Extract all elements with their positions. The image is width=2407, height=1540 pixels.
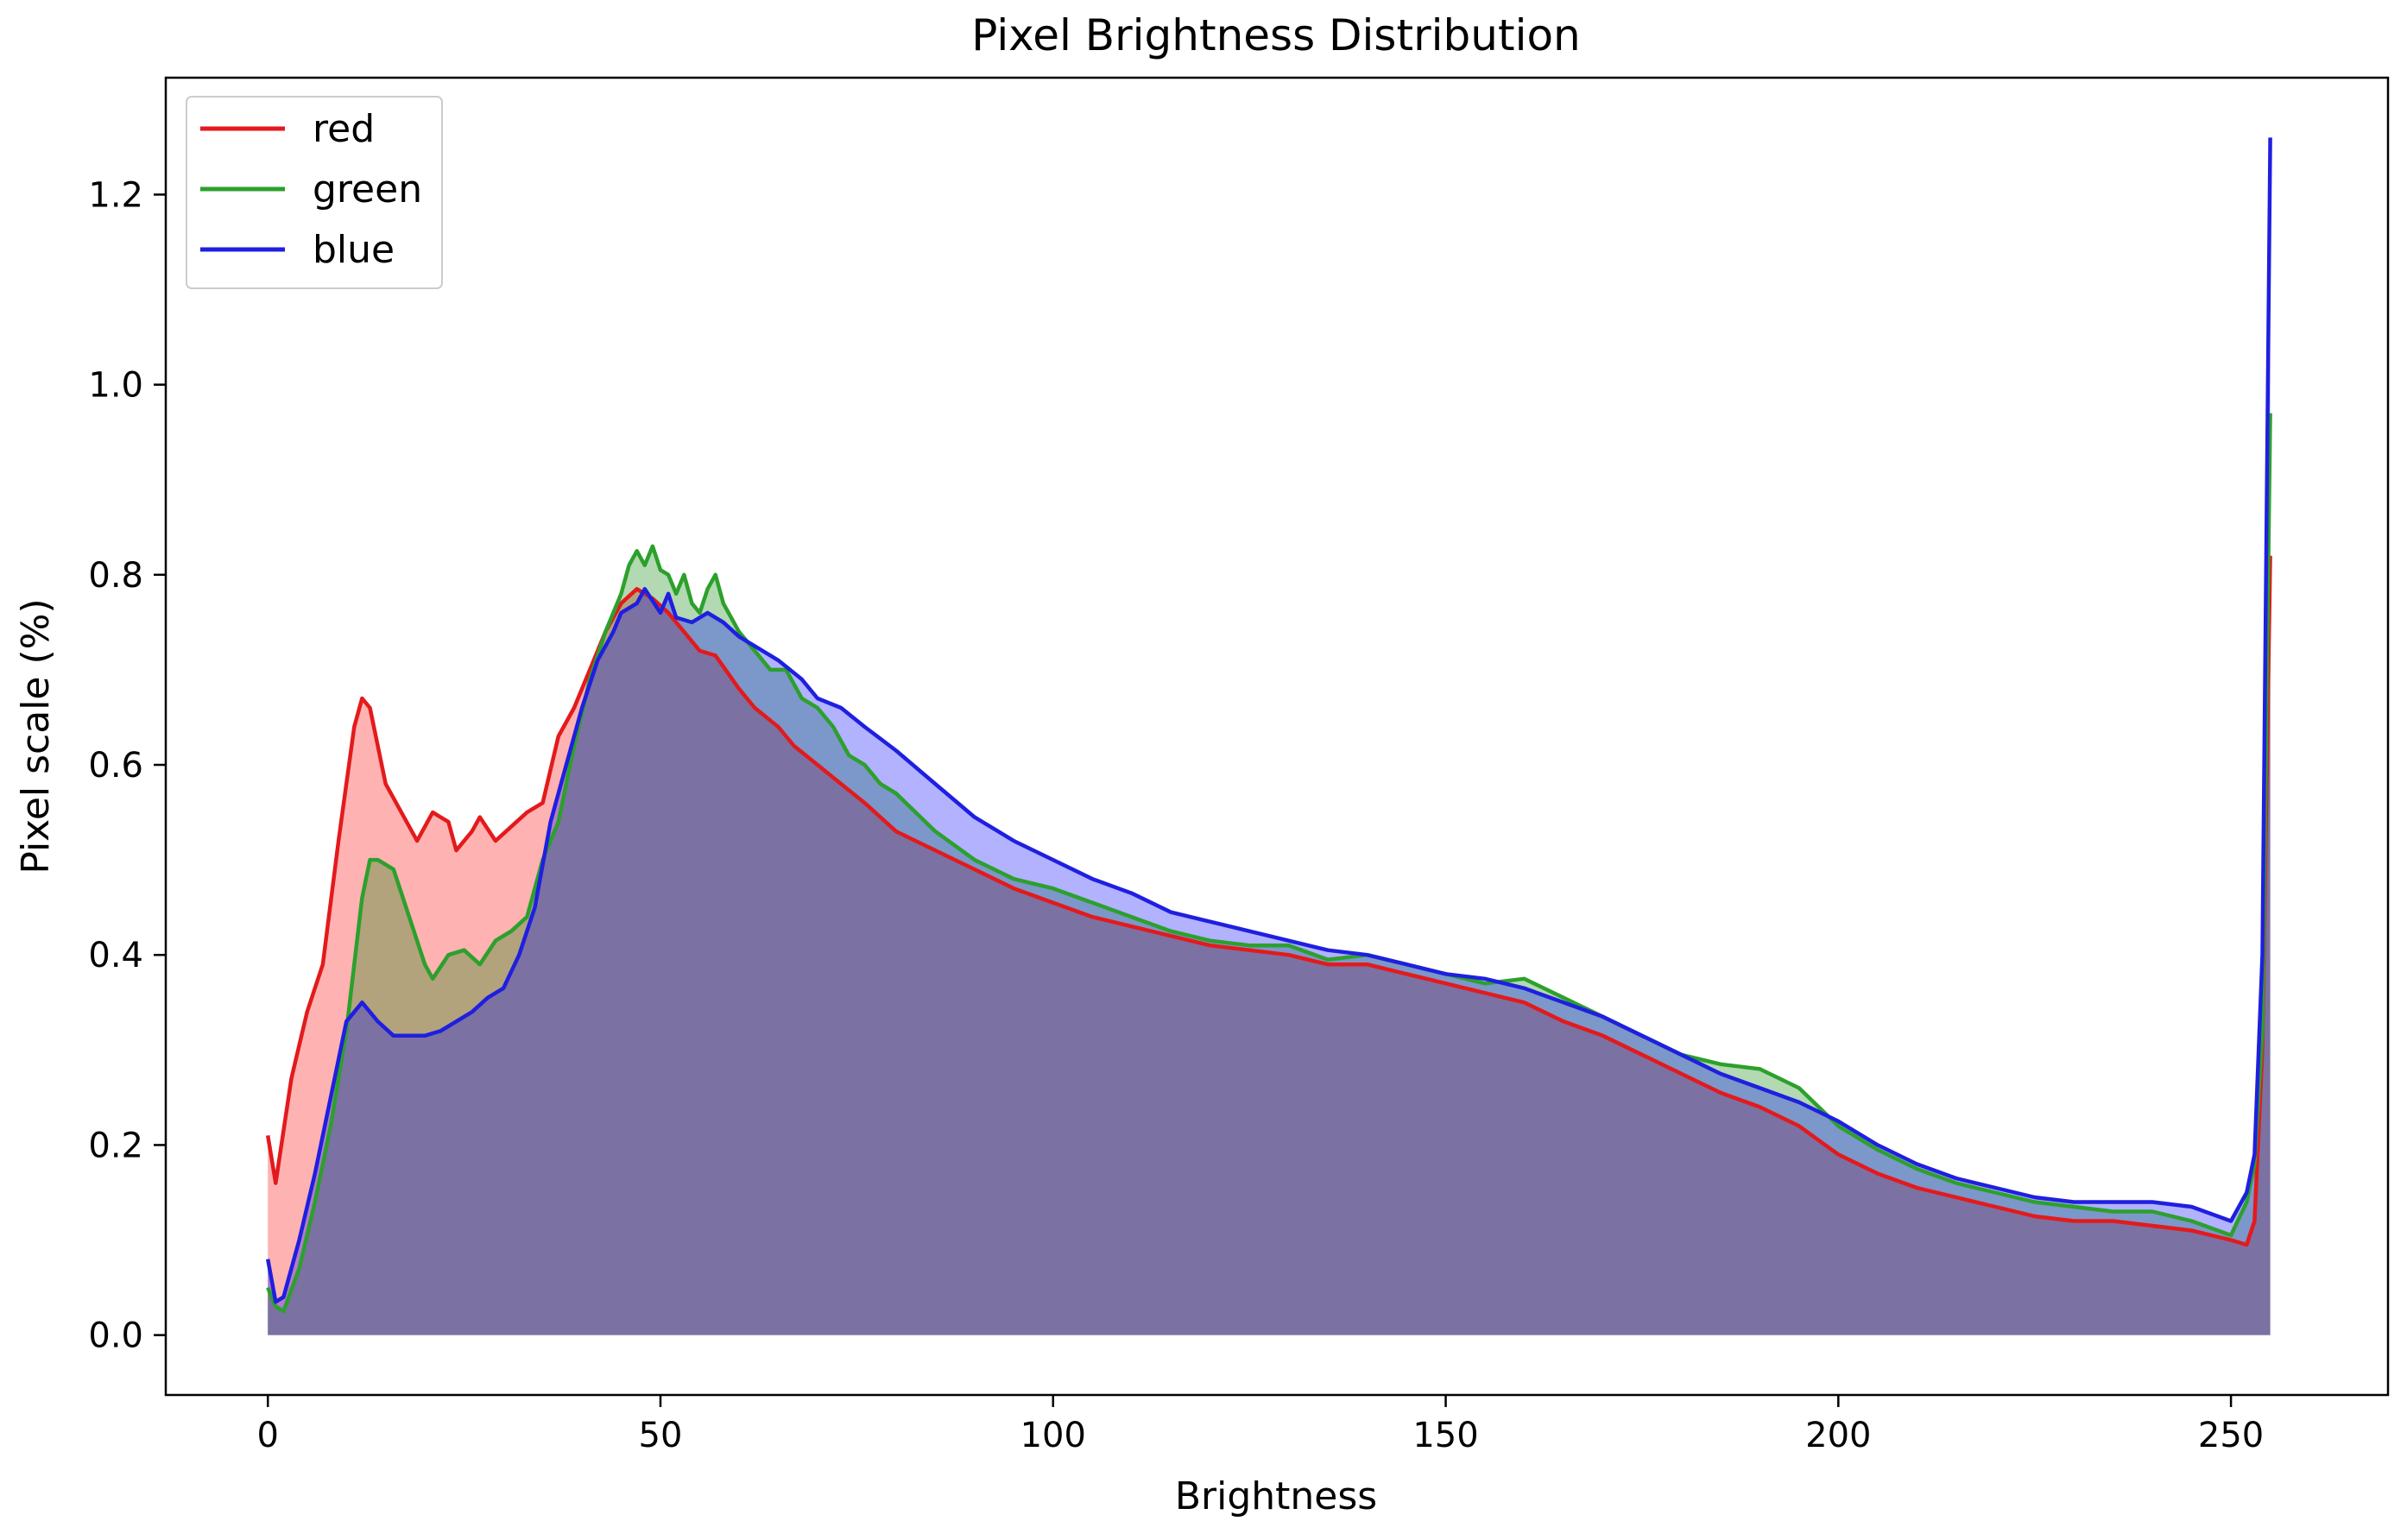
- x-tick-label: 0: [257, 1416, 279, 1455]
- area-red: [268, 555, 2271, 1335]
- legend-label-blue: blue: [313, 228, 395, 272]
- line-blue: [265, 137, 2272, 1304]
- x-tick-label: 250: [2198, 1416, 2264, 1455]
- series-lines: [265, 137, 2272, 1314]
- series-fills: [268, 137, 2271, 1335]
- y-tick-label: 1.2: [88, 175, 143, 215]
- axes-frame: [164, 76, 2390, 1397]
- x-tick-label: 150: [1412, 1416, 1478, 1455]
- x-axis-ticks: 0 50 100 150 200 250: [257, 1395, 2264, 1455]
- legend: red green blue: [186, 96, 443, 289]
- area-green: [268, 413, 2271, 1335]
- y-tick-label: 0.0: [88, 1316, 143, 1356]
- y-tick-label: 0.4: [88, 936, 143, 975]
- y-tick-label: 0.2: [88, 1126, 143, 1165]
- y-axis-label: Pixel scale (%): [14, 598, 58, 874]
- x-tick-label: 50: [639, 1416, 683, 1455]
- y-tick-label: 0.6: [88, 746, 143, 786]
- line-green: [266, 413, 2272, 1314]
- chart-title: Pixel Brightness Distribution: [971, 10, 1580, 60]
- x-tick-label: 100: [1020, 1416, 1086, 1455]
- plot-area: [164, 76, 2390, 1397]
- legend-label-green: green: [313, 167, 422, 211]
- legend-label-red: red: [313, 107, 375, 151]
- x-tick-label: 200: [1805, 1416, 1871, 1455]
- legend-box: [186, 96, 443, 289]
- x-axis-label: Brightness: [1175, 1474, 1377, 1518]
- y-tick-label: 1.0: [88, 366, 143, 406]
- y-tick-label: 0.8: [88, 556, 143, 596]
- y-axis-ticks: 0.0 0.2 0.4 0.6 0.8 1.0 1.2: [88, 175, 166, 1356]
- area-blue: [268, 137, 2271, 1335]
- line-red: [265, 555, 2272, 1247]
